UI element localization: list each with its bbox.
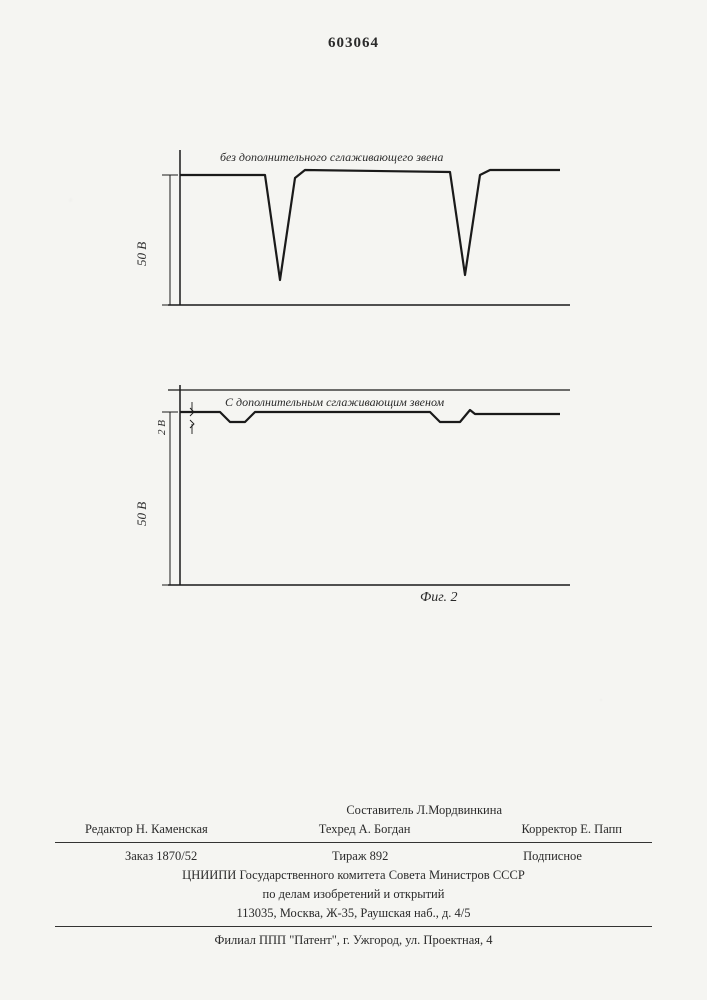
footer-block: Составитель Л.Мордвинкина Редактор Н. Ка… bbox=[55, 801, 652, 950]
chart2-waveform bbox=[180, 410, 560, 422]
y-label-ripple: 2 B bbox=[156, 420, 168, 435]
y-label-bottom: 50 B bbox=[134, 502, 150, 526]
branch-line: Филиал ППП "Патент", г. Ужгород, ул. Про… bbox=[55, 931, 652, 950]
compiler-line: Составитель Л.Мордвинкина bbox=[55, 801, 652, 820]
figure-area: без дополнительного сглаживающего звена … bbox=[120, 150, 580, 650]
patent-number: 603064 bbox=[328, 35, 379, 52]
divider-2 bbox=[55, 926, 652, 927]
order-line: Заказ 1870/52 Тираж 892 Подписное bbox=[55, 847, 652, 866]
page: 603064 без дополнительного сглаживающего… bbox=[0, 0, 707, 1000]
caption-with-smoothing: С дополнительным сглаживающим звеном bbox=[225, 395, 444, 410]
org-line-2: по делам изобретений и открытий bbox=[55, 885, 652, 904]
figure-label: Фиг. 2 bbox=[420, 590, 458, 606]
org-line-1: ЦНИИПИ Государственного комитета Совета … bbox=[55, 866, 652, 885]
chart1-dim bbox=[162, 175, 178, 305]
credits-line: Редактор Н. Каменская Техред А. Богдан К… bbox=[55, 820, 652, 839]
address: 113035, Москва, Ж-35, Раушская наб., д. … bbox=[55, 904, 652, 923]
figure-svg bbox=[120, 150, 580, 610]
divider-1 bbox=[55, 842, 652, 843]
chart1-waveform bbox=[180, 170, 560, 280]
chart2-dim bbox=[162, 412, 178, 585]
chart2-dim2 bbox=[190, 402, 194, 434]
corrector: Корректор Е. Папп bbox=[521, 820, 622, 839]
subscription: Подписное bbox=[523, 847, 582, 866]
tech-editor: Техред А. Богдан bbox=[319, 820, 411, 839]
editor: Редактор Н. Каменская bbox=[85, 820, 208, 839]
order: Заказ 1870/52 bbox=[125, 847, 197, 866]
tirage: Тираж 892 bbox=[332, 847, 388, 866]
